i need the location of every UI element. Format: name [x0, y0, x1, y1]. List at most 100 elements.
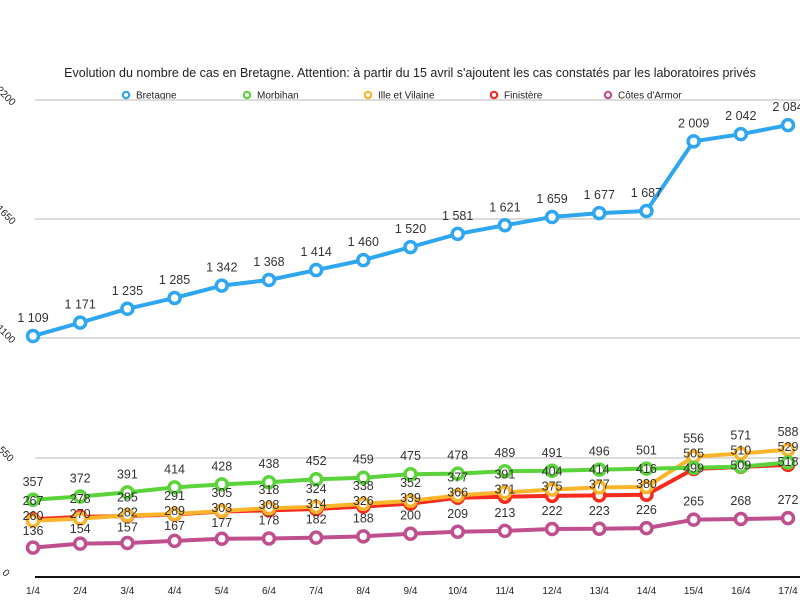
- data-label: 414: [589, 462, 610, 476]
- data-point: [497, 523, 513, 539]
- x-tick-label: 4/4: [168, 586, 182, 597]
- data-label: 182: [306, 513, 327, 527]
- y-tick-label: 1100: [0, 323, 17, 346]
- data-point: [592, 205, 607, 221]
- x-tick-label: 15/4: [684, 586, 704, 597]
- data-point: [261, 474, 277, 490]
- data-point: [733, 446, 749, 461]
- data-point: [639, 479, 654, 495]
- data-label: 505: [683, 447, 704, 461]
- data-point: [592, 480, 607, 495]
- x-tick-label: 8/4: [356, 586, 370, 597]
- data-point: [780, 455, 796, 470]
- data-point: [592, 521, 607, 537]
- data-label: 154: [70, 522, 91, 536]
- y-tick-label: 1650: [0, 204, 18, 228]
- data-label: 265: [683, 495, 704, 509]
- data-label: 1 677: [584, 188, 615, 202]
- x-tick-label: 14/4: [637, 586, 657, 597]
- data-point: [72, 536, 88, 551]
- x-tick-label: 2/4: [73, 586, 87, 597]
- data-point: [308, 499, 324, 515]
- data-label: 209: [447, 507, 468, 521]
- legend-label: Côtes d'Armor: [618, 91, 682, 102]
- x-tick-label: 17/4: [778, 586, 798, 597]
- data-label: 375: [542, 480, 563, 494]
- data-point: [308, 262, 324, 278]
- data-label: 178: [259, 513, 280, 527]
- x-tick-label: 16/4: [731, 586, 751, 597]
- data-label: 1 368: [253, 255, 284, 269]
- data-label: 391: [117, 467, 138, 481]
- data-label: 1 171: [65, 298, 96, 312]
- data-label: 491: [542, 446, 563, 460]
- data-label: 157: [117, 520, 138, 534]
- data-point: [403, 493, 418, 509]
- data-label: 459: [353, 453, 374, 467]
- data-label: 289: [164, 504, 185, 518]
- data-point: [780, 442, 796, 458]
- data-point: [592, 462, 607, 477]
- legend-item: Ille et Vilaine: [363, 90, 435, 102]
- data-label: 1 520: [395, 222, 426, 236]
- data-label: 357: [23, 475, 44, 489]
- data-label: 268: [730, 494, 751, 508]
- data-label: 1 581: [442, 209, 473, 223]
- data-point: [167, 506, 182, 522]
- legend-marker-icon: [603, 90, 613, 100]
- x-tick-label: 6/4: [262, 586, 276, 597]
- legend-marker-icon: [242, 90, 252, 100]
- data-label: 338: [353, 479, 374, 493]
- data-point: [25, 492, 41, 508]
- data-point: [544, 521, 560, 537]
- data-point: [497, 485, 513, 500]
- data-point: [780, 117, 796, 133]
- data-label: 529: [778, 440, 799, 454]
- data-point: [356, 252, 371, 268]
- data-label: 475: [400, 449, 421, 463]
- data-point: [450, 466, 465, 481]
- data-label: 428: [211, 459, 232, 473]
- data-point: [450, 226, 465, 242]
- data-label: 414: [164, 462, 185, 476]
- data-point: [403, 466, 418, 482]
- data-point: [497, 463, 513, 479]
- legend-marker-icon: [363, 90, 373, 100]
- data-label: 314: [306, 497, 327, 511]
- data-label: 1 342: [206, 261, 237, 275]
- data-point: [780, 510, 796, 526]
- data-point: [733, 511, 749, 527]
- data-label: 1 109: [17, 311, 48, 325]
- data-point: [25, 513, 41, 528]
- legend-item: Morbihan: [242, 90, 299, 102]
- data-point: [497, 218, 513, 233]
- x-tick-label: 9/4: [404, 586, 418, 597]
- data-label: 588: [778, 425, 799, 439]
- data-label: 501: [636, 444, 657, 458]
- data-label: 438: [259, 457, 280, 471]
- data-point: [25, 328, 41, 344]
- data-label: 1 285: [159, 273, 190, 287]
- legend-label: Finistère: [504, 91, 543, 102]
- legend-item: Finistère: [489, 91, 543, 102]
- data-label: 177: [211, 516, 232, 530]
- x-axis: 1/4 2/4 3/4 4/4 5/4 6/4 7/4 8/4 9/4 10/4 11/4 12/4 1…: [26, 586, 798, 597]
- data-label: 478: [447, 449, 468, 463]
- data-point: [214, 477, 229, 492]
- data-point: [356, 529, 371, 544]
- series-morbihan: [25, 455, 796, 508]
- series-c-tes-d-armor: [25, 510, 796, 555]
- data-label: 452: [306, 454, 327, 468]
- data-point: [261, 531, 277, 546]
- data-label: 226: [636, 503, 657, 517]
- data-label: 372: [70, 472, 91, 486]
- data-label: 272: [778, 493, 799, 507]
- data-label: 305: [211, 486, 232, 500]
- chart-title: Evolution du nombre de cas en Bretagne. …: [64, 66, 756, 80]
- data-label: 377: [589, 477, 610, 491]
- data-label: 510: [730, 443, 751, 457]
- data-label: 324: [306, 482, 327, 496]
- data-label: 1 621: [489, 200, 520, 214]
- data-label: 416: [636, 462, 657, 476]
- data-point: [403, 526, 418, 541]
